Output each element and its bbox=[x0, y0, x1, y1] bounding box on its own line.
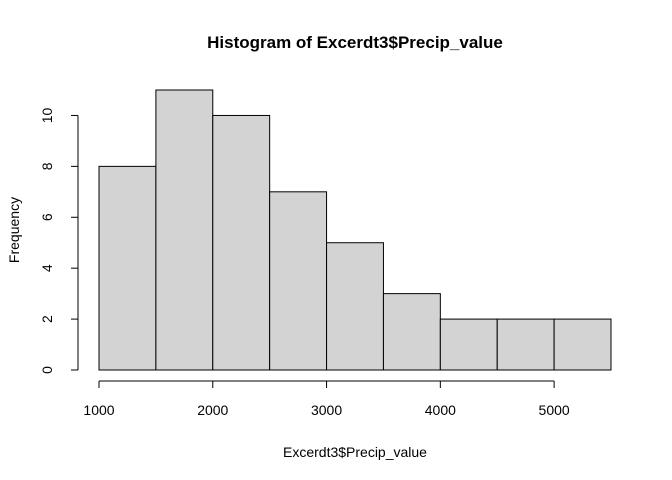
x-tick-label-0: 1000 bbox=[83, 402, 114, 418]
y-tick-label-4: 8 bbox=[39, 162, 55, 170]
histogram-bars bbox=[98, 89, 612, 371]
histogram-bar-4 bbox=[326, 242, 384, 371]
histogram-bar-5 bbox=[382, 293, 441, 371]
y-tick-label-5: 10 bbox=[39, 107, 55, 123]
chart-title: Histogram of Excerdt3$Precip_value bbox=[207, 33, 503, 52]
x-tick-label-1: 2000 bbox=[197, 402, 228, 418]
x-axis-label: Excerdt3$Precip_value bbox=[283, 444, 427, 460]
x-tick-label-3: 4000 bbox=[425, 402, 456, 418]
histogram-bar-3 bbox=[269, 191, 328, 371]
x-tick-label-2: 3000 bbox=[311, 402, 342, 418]
histogram-bar-6 bbox=[439, 318, 498, 371]
histogram-bar-7 bbox=[496, 318, 555, 371]
y-tick-label-1: 2 bbox=[39, 315, 55, 323]
y-tick-label-0: 0 bbox=[39, 366, 55, 374]
histogram-bar-8 bbox=[553, 318, 612, 371]
x-tick-label-4: 5000 bbox=[539, 402, 570, 418]
histogram-bar-1 bbox=[155, 89, 214, 371]
y-tick-label-2: 4 bbox=[39, 264, 55, 272]
histogram-bar-2 bbox=[212, 114, 271, 371]
x-axis: 1000 2000 3000 4000 5000 bbox=[83, 380, 570, 418]
y-axis: 0 2 4 6 8 10 bbox=[39, 107, 79, 374]
histogram-bar-0 bbox=[98, 165, 157, 371]
y-tick-label-3: 6 bbox=[39, 213, 55, 221]
y-axis-label: Frequency bbox=[6, 197, 22, 263]
